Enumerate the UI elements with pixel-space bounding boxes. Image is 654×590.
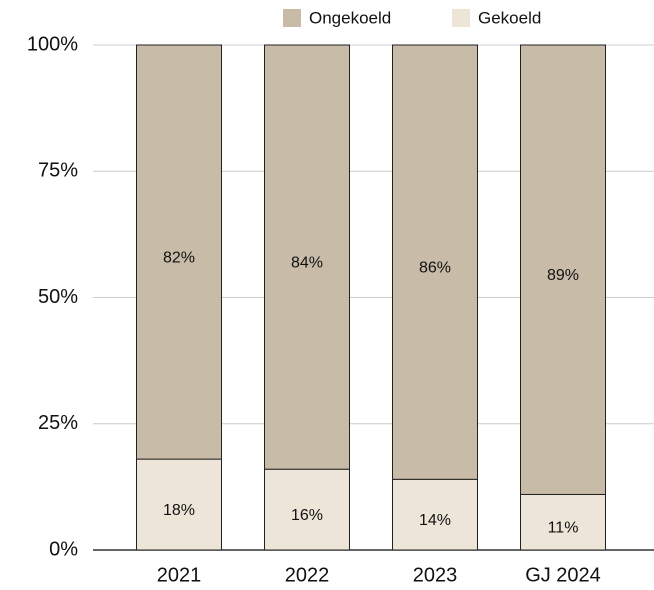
data-label: 82% [163,249,195,266]
bar-segment [136,44,222,460]
y-tick-label: 0% [49,538,78,560]
y-tick-label: 100% [27,33,78,55]
data-label: 18% [163,502,195,519]
y-tick-label: 25% [38,412,78,434]
x-tick-label: GJ 2024 [525,564,601,586]
bar-segment [520,44,606,495]
y-tick-label: 50% [38,286,78,308]
data-label: 16% [291,507,323,524]
data-label: 89% [547,267,579,284]
data-label: 86% [419,259,451,276]
bar-segment [520,493,606,551]
data-label: 11% [548,519,579,536]
bar-segment [392,44,478,480]
bar-segment [136,458,222,551]
data-label: 14% [419,512,451,529]
data-label: 84% [291,254,323,271]
bar-segment [264,44,350,470]
x-tick-label: 2023 [413,564,458,586]
x-tick-label: 2022 [285,564,330,586]
y-tick-label: 75% [38,160,78,182]
x-tick-label: 2021 [157,564,202,586]
legend-swatch [283,9,301,27]
legend-label: Ongekoeld [309,8,391,27]
legend-label: Gekoeld [478,8,541,27]
legend-swatch [452,9,470,27]
